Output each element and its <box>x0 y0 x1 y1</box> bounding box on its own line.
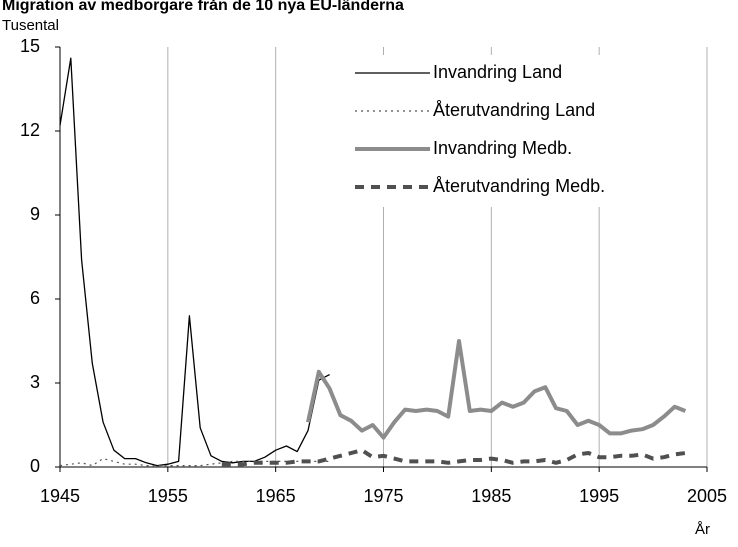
y-tick-label: 12 <box>20 120 40 140</box>
y-tick-label: 3 <box>30 372 40 392</box>
series-line <box>59 57 330 467</box>
chart-title: Migration av medborgare från de 10 nya E… <box>2 0 404 14</box>
legend-label: Återutvandring Land <box>433 100 595 120</box>
y-tick-label: 15 <box>20 36 40 56</box>
x-tick-label: 1985 <box>471 486 511 506</box>
x-tick-label: 2005 <box>687 486 727 506</box>
x-tick-label: 1945 <box>40 486 80 506</box>
legend-label: Invandring Medb. <box>433 138 572 158</box>
y-tick-label: 6 <box>30 288 40 308</box>
legend-label: Återutvandring Medb. <box>433 176 605 196</box>
y-axis-label: Tusental <box>2 17 59 34</box>
x-axis-label: År <box>695 521 710 538</box>
x-tick-label: 1955 <box>148 486 188 506</box>
legend-label: Invandring Land <box>433 62 562 82</box>
x-tick-label: 1975 <box>363 486 403 506</box>
series-line <box>59 458 330 467</box>
legend-background <box>347 55 697 207</box>
x-tick-label: 1995 <box>579 486 619 506</box>
x-tick-label: 1965 <box>256 486 296 506</box>
series-line <box>306 339 687 440</box>
series-line <box>221 448 686 467</box>
y-tick-label: 0 <box>30 456 40 476</box>
y-tick-label: 9 <box>30 204 40 224</box>
